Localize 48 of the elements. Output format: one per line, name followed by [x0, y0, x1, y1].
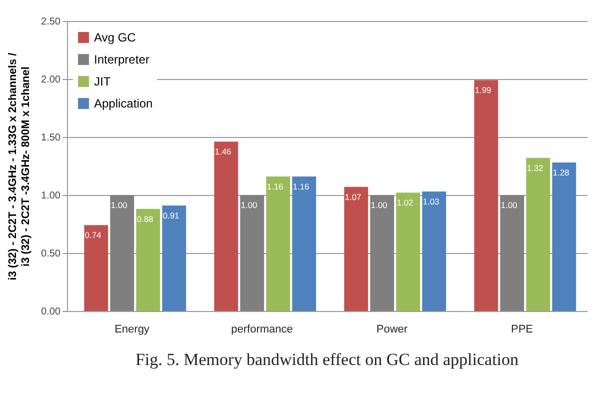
data-label: 1.16: [266, 181, 284, 192]
data-label: 1.32: [526, 162, 544, 173]
data-label: 1.07: [344, 192, 362, 202]
bar: [110, 195, 134, 311]
x-tick-label: Energy: [114, 324, 150, 336]
y-tick-label: 1.50: [41, 132, 61, 144]
x-tick-label: Power: [376, 324, 408, 336]
bar: [500, 195, 524, 311]
bar: [422, 192, 446, 311]
data-label: 1.00: [240, 200, 258, 210]
caption: Fig. 5. Memory bandwidth effect on GC and application: [135, 350, 520, 369]
bar: [162, 205, 186, 311]
bar: [292, 176, 316, 311]
legend-label: JIT: [94, 74, 112, 88]
data-label: 1.99: [474, 85, 492, 96]
data-label: 0.91: [162, 210, 180, 220]
data-label: 1.03: [422, 196, 440, 207]
legend-label: Interpreter: [94, 52, 150, 66]
data-label: 1.00: [370, 200, 388, 210]
data-label: 1.28: [552, 168, 570, 178]
y-tick-label: 1.00: [41, 190, 61, 202]
data-label: 0.74: [84, 230, 102, 240]
y-axis-title: i3 (32) - 2C2T - 3.4GHz - 1.33G x 2channels / i3 (32) - 2C2T -3.4GHz- 800M x 1chanel: [7, 52, 32, 280]
y-tick-label: 0.50: [41, 248, 61, 260]
bar: [84, 225, 108, 311]
bar: [136, 208, 160, 311]
bar: [214, 142, 238, 311]
bar: [344, 186, 368, 311]
bar: [526, 158, 550, 311]
data-label: 1.46: [214, 146, 232, 157]
y-tick-label: 2.50: [41, 16, 61, 28]
data-label: 1.00: [110, 200, 128, 210]
bar: [474, 80, 498, 311]
x-tick-label: performance: [231, 324, 293, 336]
bar: [396, 192, 420, 311]
y-tick-label: 0.00: [41, 306, 61, 318]
data-label: 1.02: [396, 198, 414, 208]
bar: [370, 195, 394, 311]
y-tick-label: 2.00: [41, 74, 61, 86]
bar: [552, 162, 576, 311]
x-tick-label: PPE: [510, 324, 534, 336]
legend-label: Application: [94, 96, 153, 110]
data-label: 1.16: [292, 181, 310, 192]
legend-label: Avg GC: [94, 30, 136, 44]
data-label: 0.88: [136, 214, 154, 224]
bar: [266, 176, 290, 311]
data-label: 1.00: [500, 200, 518, 210]
bar: [240, 195, 264, 311]
